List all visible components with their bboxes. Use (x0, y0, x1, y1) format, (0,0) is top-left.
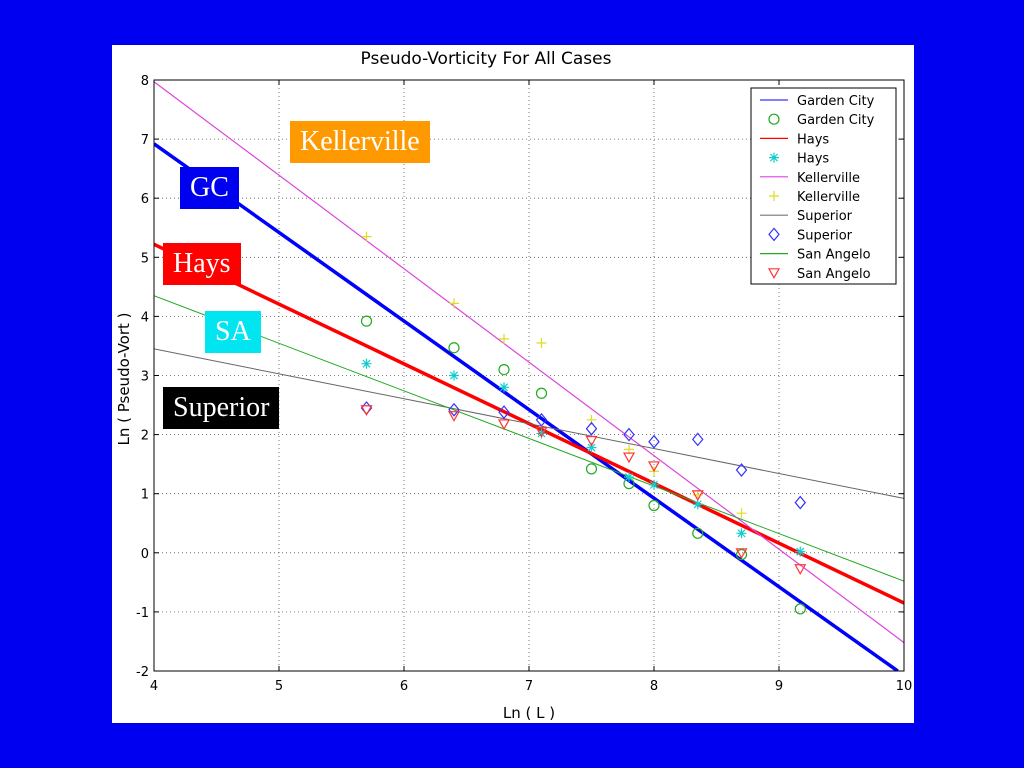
y-tick-label: 8 (141, 74, 149, 89)
point-garden-city (448, 342, 460, 354)
point-garden-city (535, 387, 548, 399)
legend-label: Superior (797, 209, 853, 224)
point-hays (692, 499, 703, 510)
point-hays (795, 546, 806, 557)
point-kellerville (499, 333, 509, 344)
point-garden-city (648, 499, 660, 512)
point-superior (585, 421, 598, 436)
point-hays (536, 428, 547, 439)
point-superior (498, 405, 510, 420)
kellerville-label: Kellerville (290, 121, 430, 163)
legend-label: Superior (797, 228, 853, 243)
legend-label: Kellerville (797, 190, 860, 205)
y-tick-label: -2 (136, 665, 149, 680)
point-garden-city (498, 363, 510, 376)
point-superior (691, 432, 704, 447)
legend-label: Garden City (797, 94, 875, 109)
point-superior (648, 434, 660, 449)
point-superior (623, 427, 635, 442)
legend: Garden City Garden City Hays Hays Kellervill… (750, 87, 897, 285)
legend-label: Garden City (797, 113, 875, 128)
legend-marker-swatch (768, 227, 780, 242)
plot-frame (153, 79, 905, 672)
point-san-angelo (735, 548, 748, 560)
point-garden-city (585, 463, 598, 475)
y-tick-label: 6 (141, 192, 149, 207)
fit-line-kellerville (154, 81, 904, 644)
point-garden-city (735, 548, 748, 561)
point-hays (361, 358, 372, 369)
legend-marker-swatch (767, 268, 781, 280)
legend-marker-swatch (769, 152, 779, 163)
legend-label: San Angelo (797, 267, 871, 282)
point-kellerville (736, 508, 747, 519)
point-san-angelo (497, 419, 511, 431)
point-san-angelo (622, 452, 636, 464)
point-garden-city (794, 603, 806, 615)
hays-label: Hays (163, 243, 241, 285)
y-tick-label: 0 (141, 547, 149, 562)
x-tick-label: 4 (150, 679, 158, 694)
x-tick-label: 9 (775, 679, 783, 694)
fit-line-garden-city (154, 142, 899, 671)
y-tick-label: -1 (136, 606, 149, 621)
point-san-angelo (447, 411, 461, 422)
point-kellerville (361, 231, 372, 242)
legend-marker-swatch (769, 191, 779, 201)
legend-label: San Angelo (797, 248, 871, 263)
sa-label: SA (205, 311, 261, 353)
axes: 4 5 6 7 8 9 10 -2 -1 0 1 2 3 4 5 6 7 8 (136, 74, 912, 694)
y-tick-label: 3 (141, 370, 149, 385)
x-tick-label: 8 (650, 679, 658, 694)
legend-label: Kellerville (797, 171, 860, 186)
legend-label: Hays (797, 152, 829, 167)
gc-label: GC (180, 167, 239, 209)
point-garden-city (360, 315, 373, 327)
chart-title: Pseudo-Vorticity For All Cases (361, 49, 612, 69)
y-tick-label: 4 (141, 310, 149, 325)
point-san-angelo (585, 435, 598, 447)
point-hays (736, 528, 747, 539)
point-hays (649, 479, 659, 490)
y-tick-label: 7 (141, 133, 149, 148)
point-hays (624, 472, 634, 483)
point-hays (499, 382, 509, 393)
point-san-angelo (360, 405, 373, 417)
x-axis-label: Ln ( L ) (503, 704, 555, 722)
point-superior (448, 402, 460, 417)
point-san-angelo (535, 427, 548, 438)
fit-lines (154, 81, 904, 671)
legend-box (750, 87, 897, 285)
superior-label: Superior (163, 387, 280, 429)
point-kellerville (449, 298, 459, 309)
y-tick-label: 1 (141, 488, 149, 503)
chart-figure: Pseudo-Vorticity For All Cases Ln ( L ) … (112, 45, 914, 723)
data-markers (360, 231, 807, 615)
legend-marker-swatch (768, 113, 780, 125)
point-san-angelo (794, 564, 807, 575)
y-tick-label: 2 (141, 429, 149, 444)
point-san-angelo (647, 461, 661, 473)
chart-canvas: Pseudo-Vorticity For All Cases Ln ( L ) … (115, 49, 912, 722)
legend-label: Hays (797, 132, 829, 147)
point-san-angelo (691, 490, 704, 502)
point-superior (794, 495, 807, 510)
x-tick-label: 10 (896, 679, 913, 694)
x-tick-label: 6 (400, 679, 408, 694)
fit-line-san-angelo (154, 295, 904, 582)
point-hays (449, 370, 459, 381)
point-superior (535, 412, 548, 427)
x-tick-label: 5 (275, 679, 283, 694)
y-tick-label: 5 (141, 251, 149, 266)
y-axis-label: Ln ( Pseudo-Vort ) (115, 312, 133, 445)
point-garden-city (692, 527, 704, 539)
point-hays (586, 442, 597, 453)
fit-line-superior (154, 348, 904, 499)
x-tick-label: 7 (525, 679, 533, 694)
point-superior (735, 463, 748, 477)
point-kellerville (536, 337, 547, 348)
